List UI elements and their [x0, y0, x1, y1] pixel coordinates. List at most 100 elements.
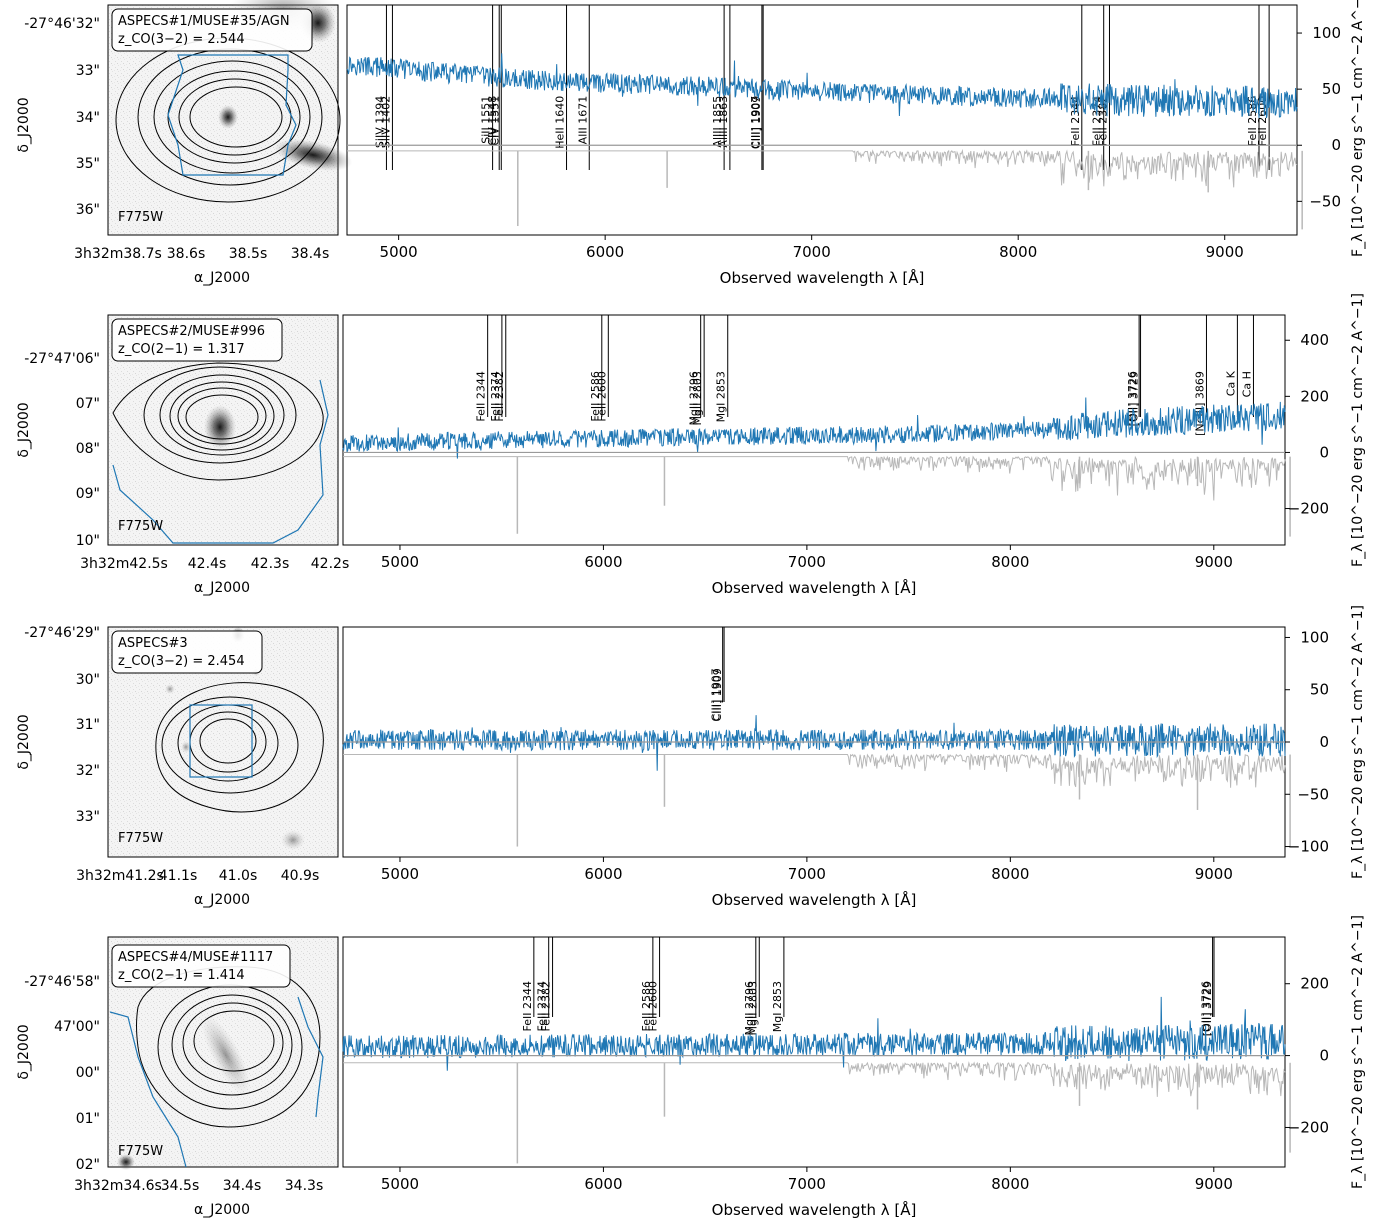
label-box — [111, 944, 291, 988]
source-blob — [201, 1014, 251, 1096]
line-label: MgI 2853 — [715, 371, 728, 422]
contour — [178, 78, 292, 156]
line-label: [OII] 3729 — [1128, 371, 1141, 426]
x-tick-label: 8000 — [991, 865, 1029, 883]
image-axes-3: -27°46'29" 30" 31" 32" 33" 3h32m41.2s 41… — [16, 625, 319, 908]
y-tick-label: −50 — [1297, 785, 1329, 803]
source-label: ASPECS#3 — [118, 636, 188, 651]
line-label: Ca H — [1240, 371, 1253, 397]
line-label: FeII 2586 — [589, 371, 602, 421]
contour — [143, 366, 297, 464]
x-tick-label: 5000 — [380, 243, 418, 261]
filter-label: F775W — [118, 1144, 163, 1159]
y-tick-label: −100 — [1288, 838, 1329, 856]
line-label: MgII 2796 — [743, 981, 756, 1035]
x-tick-label: 6000 — [586, 243, 624, 261]
dec-tick: 33" — [76, 63, 100, 79]
filter-label: F775W — [118, 831, 163, 846]
x-tick-label: 5000 — [381, 865, 419, 883]
contour — [171, 994, 293, 1096]
contour — [185, 394, 259, 440]
spectrum-frame — [342, 936, 1286, 1168]
ra-tick: 34.3s — [285, 1178, 323, 1194]
neighbour-blob — [117, 1154, 135, 1170]
ra-tick: 3h32m42.5s — [80, 556, 168, 572]
line-label: FeII 2374 — [536, 981, 549, 1031]
dec-axis-label: δ_J2000 — [16, 714, 32, 769]
line-label: FeII 2382 — [1096, 96, 1109, 146]
contour — [161, 696, 299, 794]
y-tick-label: 0 — [1331, 136, 1341, 154]
ra-axis-label: α_J2000 — [194, 1202, 250, 1218]
ra-tick: 3h32m38.7s — [74, 246, 162, 262]
dec-tick: 00" — [76, 1065, 100, 1081]
line-label: FeII 2382 — [493, 371, 506, 421]
ra-axis-label: α_J2000 — [194, 580, 250, 596]
line-label: HeII 1640 — [554, 96, 567, 149]
y-tick-label: 0 — [1319, 733, 1329, 751]
ra-tick: 3h32m41.2s — [76, 868, 164, 884]
y-tick-label: 100 — [1300, 628, 1329, 646]
faint-blob — [281, 830, 305, 850]
x-tick-label: 9000 — [1195, 1175, 1233, 1193]
spectrum-line — [346, 53, 1298, 119]
y-axis-label: F_λ [10^−20 erg s^−1 cm^−2 A^−1] — [1350, 915, 1366, 1189]
line-label: FeII 2344 — [475, 371, 488, 421]
x-axis-label: Observed wavelength λ [Å] — [712, 890, 917, 909]
y-axis-label: F_λ [10^−20 erg s^−1 cm^−2 A^−1] — [1350, 0, 1366, 257]
y-tick-label: 200 — [1300, 975, 1329, 993]
line-label: CIII] 1907 — [749, 96, 762, 149]
line-label: CIV 1551 — [488, 96, 501, 146]
spectrum-axes: 5000 6000 7000 8000 9000 −200 0 200 400 — [343, 331, 1329, 571]
dec-tick: 36" — [76, 202, 100, 218]
redshift-label: z_CO(2−1) = 1.317 — [118, 342, 245, 357]
label-box — [111, 318, 283, 362]
y-tick-label: 400 — [1300, 331, 1329, 349]
filter-label: F775W — [118, 210, 163, 225]
y-tick-label: 100 — [1312, 24, 1341, 42]
dec-tick: -27°47'06" — [24, 351, 100, 367]
ra-tick: 42.3s — [251, 556, 289, 572]
label-box — [111, 8, 313, 52]
dec-axis-label: δ_J2000 — [16, 402, 32, 457]
muse-region — [189, 704, 253, 778]
line-label: CIII] 1909 — [750, 96, 763, 149]
dec-tick: 47'00" — [54, 1019, 100, 1035]
ra-axis-label: α_J2000 — [194, 270, 250, 286]
contour — [153, 60, 311, 174]
faint-blob — [165, 684, 175, 694]
contour — [182, 1002, 284, 1084]
x-axis-label: Observed wavelength λ [Å] — [712, 578, 917, 597]
line-label: [OII] 3729 — [1201, 981, 1214, 1036]
line-label: CIII] 1907 — [710, 668, 723, 721]
dec-tick: -27°46'58" — [24, 974, 100, 990]
source-blob — [218, 105, 238, 129]
sky-spectrum — [343, 1060, 1291, 1164]
line-label: MgI 2853 — [771, 981, 784, 1032]
image-panel-4: ASPECS#4/MUSE#1117 z_CO(2−1) = 1.414 F77… — [107, 936, 339, 1170]
x-tick-label: 6000 — [584, 1175, 622, 1193]
sky-line — [347, 148, 1298, 188]
line-label: MgII 2803 — [746, 981, 759, 1035]
ra-tick: 3h32m34.6s — [74, 1178, 162, 1194]
spectrum-axes: 5000 6000 7000 8000 9000 −200 0 200 — [343, 975, 1329, 1193]
dec-tick: 34" — [76, 110, 100, 126]
dec-tick: 01" — [76, 1111, 100, 1127]
contour — [169, 381, 275, 451]
spectrum-line — [342, 996, 1286, 1071]
dec-tick: 10" — [76, 533, 100, 549]
y-tick-label: −50 — [1309, 192, 1341, 210]
redshift-label: z_CO(3−2) = 2.544 — [118, 32, 245, 47]
row-3: ASPECS#3 z_CO(3−2) = 2.454 F775W -27°46'… — [16, 605, 1366, 909]
x-tick-label: 8000 — [991, 1175, 1029, 1193]
line-label: AlIII 1855 — [711, 96, 724, 148]
contour — [159, 374, 285, 456]
ra-tick: 38.5s — [229, 246, 267, 262]
dec-tick: 07" — [76, 396, 100, 412]
line-label: FeII 2586 — [640, 981, 653, 1031]
filter-label: F775W — [118, 519, 163, 534]
source-label: ASPECS#1/MUSE#35/AGN — [118, 14, 290, 29]
